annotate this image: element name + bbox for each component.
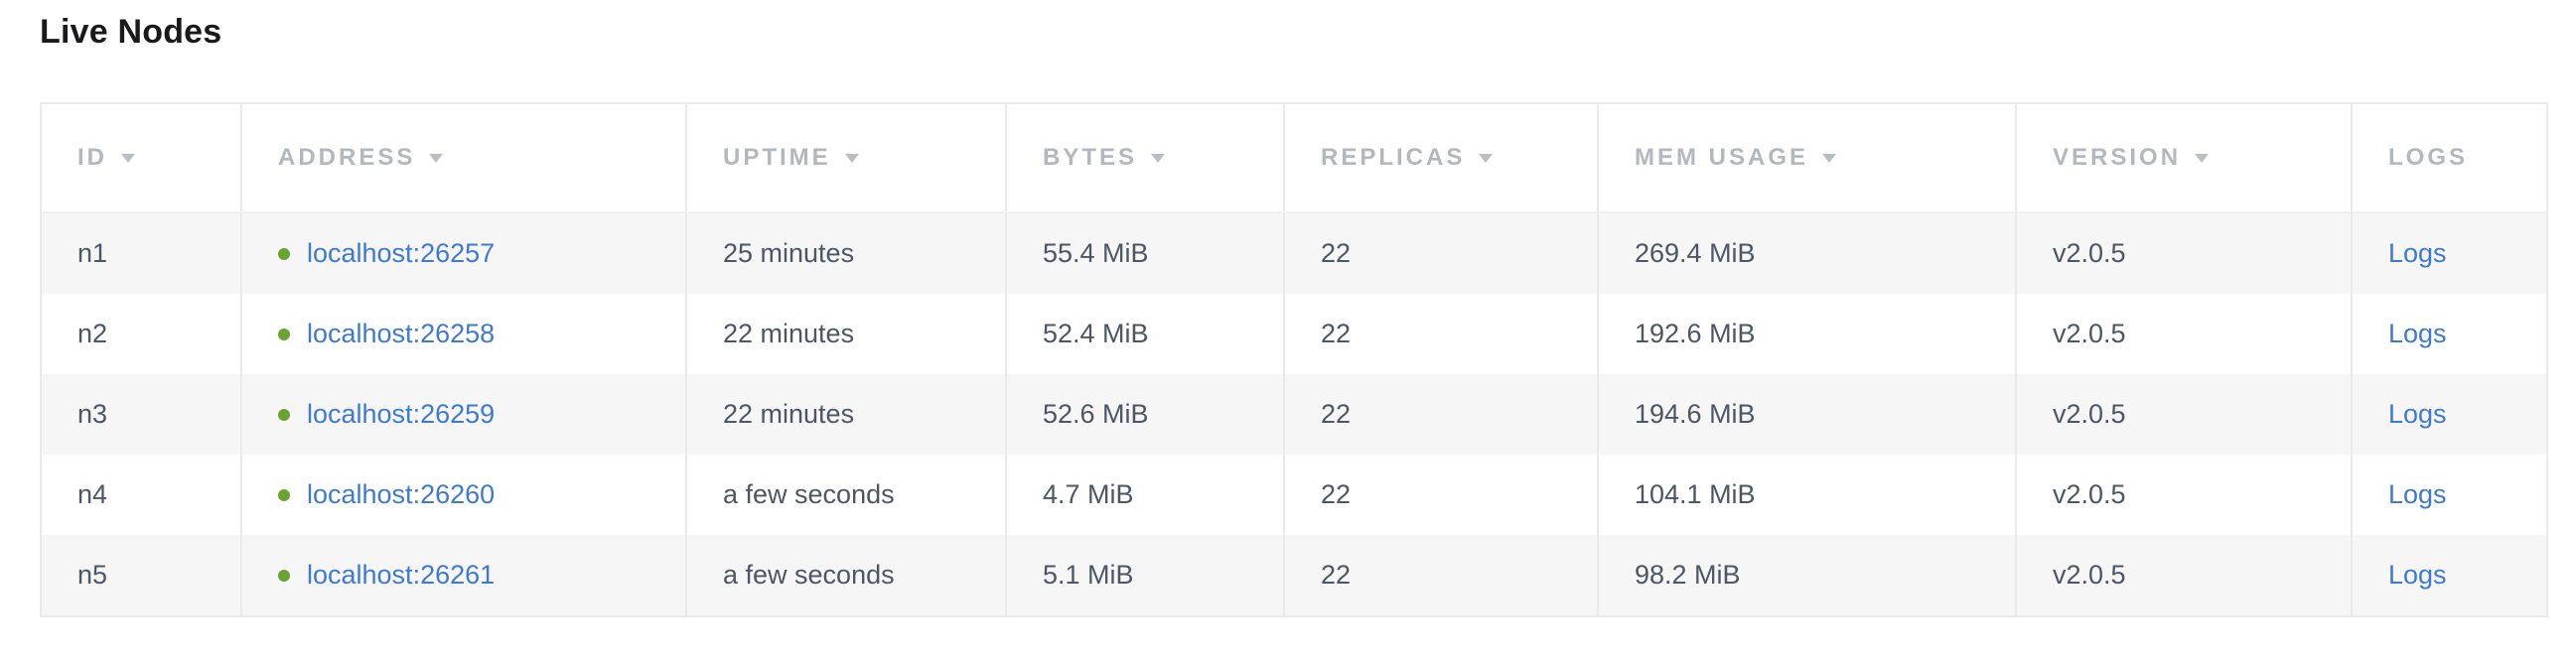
- page-title: Live Nodes: [40, 13, 222, 51]
- cell-replicas: 22: [1283, 374, 1597, 455]
- sort-caret-down-icon: [2195, 154, 2210, 163]
- cell-uptime: 25 minutes: [685, 213, 1005, 294]
- cell-version: v2.0.5: [2015, 213, 2351, 294]
- table-row-n1: n1 localhost:26257 25 minutes 55.4 MiB 2…: [42, 213, 2546, 294]
- column-header-id[interactable]: ID: [42, 104, 240, 213]
- address-link[interactable]: localhost:26261: [307, 560, 496, 590]
- cell-replicas: 22: [1283, 213, 1597, 294]
- cell-version: v2.0.5: [2015, 374, 2351, 455]
- cell-version: v2.0.5: [2015, 294, 2351, 374]
- node-live-status-icon: [278, 489, 290, 501]
- cell-uptime: a few seconds: [685, 535, 1005, 615]
- column-header-mem-usage[interactable]: MEM USAGE: [1597, 104, 2015, 213]
- cell-version: v2.0.5: [2015, 535, 2351, 615]
- cell-logs: Logs: [2351, 455, 2546, 535]
- cell-logs: Logs: [2351, 535, 2546, 615]
- cell-address: localhost:26258: [240, 294, 685, 374]
- cell-mem-usage: 194.6 MiB: [1597, 374, 2015, 455]
- node-live-status-icon: [278, 570, 290, 582]
- sort-caret-down-icon: [1151, 154, 1166, 163]
- column-header-logs-label: LOGS: [2388, 144, 2469, 171]
- column-header-uptime-label: UPTIME: [723, 144, 831, 171]
- cell-mem-usage: 104.1 MiB: [1597, 455, 2015, 535]
- logs-link[interactable]: Logs: [2388, 560, 2447, 590]
- cell-node-id: n5: [42, 535, 240, 615]
- cell-bytes: 52.4 MiB: [1005, 294, 1283, 374]
- table-row-n2: n2 localhost:26258 22 minutes 52.4 MiB 2…: [42, 294, 2546, 374]
- cell-mem-usage: 192.6 MiB: [1597, 294, 2015, 374]
- cell-node-id: n3: [42, 374, 240, 455]
- cell-uptime: 22 minutes: [685, 294, 1005, 374]
- column-header-address-label: ADDRESS: [278, 144, 416, 171]
- cell-version: v2.0.5: [2015, 455, 2351, 535]
- table-row-n5: n5 localhost:26261 a few seconds 5.1 MiB…: [42, 535, 2546, 615]
- cell-bytes: 4.7 MiB: [1005, 455, 1283, 535]
- cell-bytes: 52.6 MiB: [1005, 374, 1283, 455]
- header-row: ID ADDRESS UPTIME BYTES REPLICAS MEM USA…: [42, 104, 2546, 213]
- sort-caret-down-icon: [429, 154, 444, 163]
- address-link[interactable]: localhost:26258: [307, 319, 496, 348]
- cell-uptime: a few seconds: [685, 455, 1005, 535]
- live-nodes-table: ID ADDRESS UPTIME BYTES REPLICAS MEM USA…: [40, 102, 2548, 617]
- cell-logs: Logs: [2351, 213, 2546, 294]
- cell-logs: Logs: [2351, 294, 2546, 374]
- column-header-mem-usage-label: MEM USAGE: [1635, 144, 1809, 171]
- address-link[interactable]: localhost:26257: [307, 238, 496, 268]
- cell-address: localhost:26260: [240, 455, 685, 535]
- column-header-replicas[interactable]: REPLICAS: [1283, 104, 1597, 213]
- cell-replicas: 22: [1283, 294, 1597, 374]
- cell-mem-usage: 269.4 MiB: [1597, 213, 2015, 294]
- logs-link[interactable]: Logs: [2388, 399, 2447, 429]
- column-header-replicas-label: REPLICAS: [1321, 144, 1466, 171]
- sort-caret-down-icon: [121, 154, 135, 163]
- cell-address: localhost:26257: [240, 213, 685, 294]
- column-header-logs: LOGS: [2351, 104, 2546, 213]
- cell-replicas: 22: [1283, 455, 1597, 535]
- sort-caret-down-icon: [1479, 154, 1494, 163]
- address-link[interactable]: localhost:26259: [307, 399, 496, 429]
- column-header-address[interactable]: ADDRESS: [240, 104, 685, 213]
- logs-link[interactable]: Logs: [2388, 319, 2447, 348]
- cell-logs: Logs: [2351, 374, 2546, 455]
- logs-link[interactable]: Logs: [2388, 479, 2447, 509]
- sort-caret-down-icon: [1822, 154, 1837, 163]
- cell-address: localhost:26259: [240, 374, 685, 455]
- column-header-id-label: ID: [77, 144, 107, 171]
- sort-caret-down-icon: [844, 154, 859, 163]
- cell-node-id: n2: [42, 294, 240, 374]
- table-row-n3: n3 localhost:26259 22 minutes 52.6 MiB 2…: [42, 374, 2546, 455]
- column-header-uptime[interactable]: UPTIME: [685, 104, 1005, 213]
- cell-bytes: 55.4 MiB: [1005, 213, 1283, 294]
- cell-mem-usage: 98.2 MiB: [1597, 535, 2015, 615]
- node-live-status-icon: [278, 409, 290, 421]
- cell-node-id: n1: [42, 213, 240, 294]
- cell-bytes: 5.1 MiB: [1005, 535, 1283, 615]
- column-header-version[interactable]: VERSION: [2015, 104, 2351, 213]
- column-header-version-label: VERSION: [2053, 144, 2182, 171]
- table-header: ID ADDRESS UPTIME BYTES REPLICAS MEM USA…: [42, 104, 2546, 213]
- cell-uptime: 22 minutes: [685, 374, 1005, 455]
- cell-replicas: 22: [1283, 535, 1597, 615]
- column-header-bytes-label: BYTES: [1043, 144, 1138, 171]
- cell-node-id: n4: [42, 455, 240, 535]
- cell-address: localhost:26261: [240, 535, 685, 615]
- logs-link[interactable]: Logs: [2388, 238, 2447, 268]
- node-live-status-icon: [278, 329, 290, 340]
- table-row-n4: n4 localhost:26260 a few seconds 4.7 MiB…: [42, 455, 2546, 535]
- column-header-bytes[interactable]: BYTES: [1005, 104, 1283, 213]
- node-live-status-icon: [278, 248, 290, 260]
- table-body: n1 localhost:26257 25 minutes 55.4 MiB 2…: [42, 213, 2546, 615]
- address-link[interactable]: localhost:26260: [307, 479, 496, 509]
